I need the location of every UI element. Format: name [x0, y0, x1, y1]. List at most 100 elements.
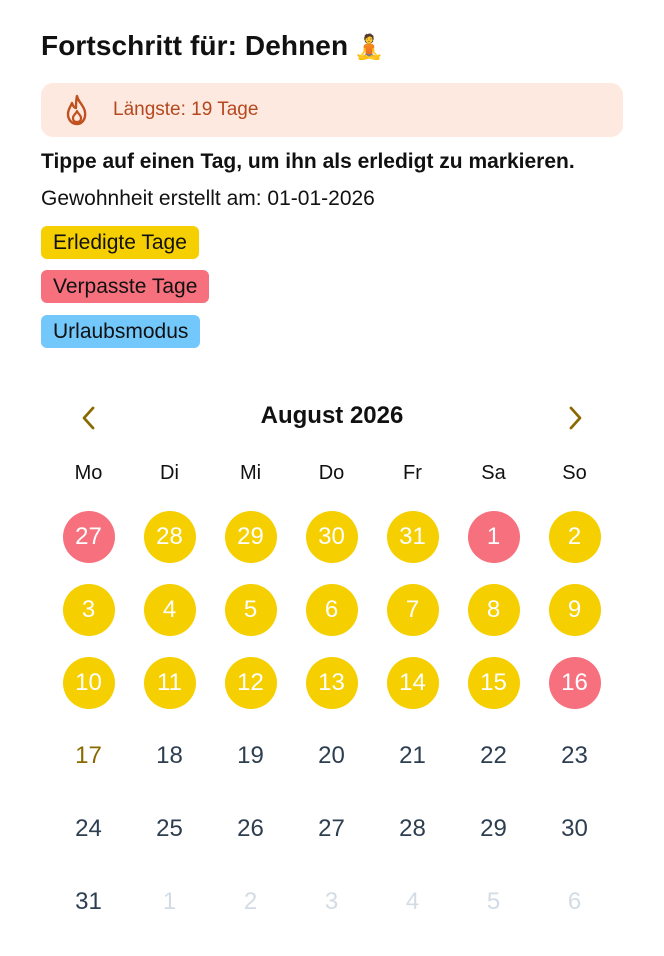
weekday-label: Mo	[74, 462, 103, 484]
calendar-day-number: 17	[75, 741, 102, 769]
calendar-day[interactable]: 6	[534, 865, 615, 938]
calendar-day-number: 3	[62, 583, 115, 636]
calendar-day-number: 7	[386, 583, 439, 636]
calendar-day-number: 27	[62, 510, 115, 563]
calendar-day[interactable]: 28	[372, 792, 453, 865]
calendar-day-number: 29	[224, 510, 277, 563]
calendar-day[interactable]: 28	[129, 500, 210, 573]
calendar-day[interactable]: 23	[534, 719, 615, 792]
calendar-day-number: 15	[467, 656, 520, 709]
calendar-day-number: 21	[399, 741, 426, 769]
calendar-day-number: 31	[386, 510, 439, 563]
calendar-day-grid: 27 28 29 30 31 1 2 3 4 5 6 7 8 9 10 11 12 13 14 15 16 17 18 19 2…	[48, 500, 615, 938]
calendar-day[interactable]: 21	[372, 719, 453, 792]
calendar-day[interactable]: 27	[48, 500, 129, 573]
calendar-day[interactable]: 3	[48, 573, 129, 646]
calendar-day[interactable]: 19	[210, 719, 291, 792]
previous-month-button[interactable]	[67, 396, 111, 440]
instruction-text: Tippe auf einen Tag, um ihn als erledigt…	[41, 150, 575, 173]
calendar-day[interactable]: 10	[48, 646, 129, 719]
calendar-day[interactable]: 25	[129, 792, 210, 865]
calendar-day-number: 6	[305, 583, 358, 636]
month-title: August 2026	[260, 402, 404, 429]
calendar-day-number: 23	[561, 741, 588, 769]
calendar-day[interactable]: 17	[48, 719, 129, 792]
calendar-day[interactable]: 31	[372, 500, 453, 573]
calendar-day-number: 18	[156, 741, 183, 769]
calendar-day[interactable]: 6	[291, 573, 372, 646]
calendar-day[interactable]: 29	[210, 500, 291, 573]
page-title-text: Fortschritt für: Dehnen	[41, 30, 349, 61]
calendar-day-number: 9	[548, 583, 601, 636]
calendar-day-number: 3	[324, 887, 339, 915]
calendar-day-number: 11	[143, 656, 196, 709]
calendar-day[interactable]: 20	[291, 719, 372, 792]
next-month-button[interactable]	[553, 396, 597, 440]
calendar-day-number: 20	[318, 741, 345, 769]
chevron-right-icon	[569, 406, 582, 430]
calendar-day[interactable]: 4	[372, 865, 453, 938]
calendar-day[interactable]: 15	[453, 646, 534, 719]
calendar-day[interactable]: 1	[453, 500, 534, 573]
calendar-day-number: 1	[162, 887, 177, 915]
calendar-day[interactable]: 30	[291, 500, 372, 573]
calendar-day-number: 10	[62, 656, 115, 709]
calendar-day[interactable]: 2	[210, 865, 291, 938]
calendar-day-number: 13	[305, 656, 358, 709]
calendar-day-number: 2	[243, 887, 258, 915]
calendar-day-number: 28	[143, 510, 196, 563]
calendar-day[interactable]: 16	[534, 646, 615, 719]
longest-streak-text: Längste: 19 Tage	[113, 99, 259, 120]
calendar-day[interactable]: 3	[291, 865, 372, 938]
calendar-day[interactable]: 4	[129, 573, 210, 646]
calendar-day-number: 19	[237, 741, 264, 769]
calendar-day[interactable]: 27	[291, 792, 372, 865]
calendar-day[interactable]: 30	[534, 792, 615, 865]
legend-done-days: Erledigte Tage	[41, 226, 199, 259]
calendar-day[interactable]: 13	[291, 646, 372, 719]
calendar-day-number: 5	[486, 887, 501, 915]
calendar-day[interactable]: 14	[372, 646, 453, 719]
calendar-day[interactable]: 26	[210, 792, 291, 865]
calendar-day[interactable]: 11	[129, 646, 210, 719]
calendar-day[interactable]: 24	[48, 792, 129, 865]
calendar-day-number: 4	[405, 887, 420, 915]
weekday-label: Fr	[403, 462, 422, 484]
calendar-day[interactable]: 22	[453, 719, 534, 792]
chevron-left-icon	[82, 406, 95, 430]
calendar-day[interactable]: 31	[48, 865, 129, 938]
calendar-day[interactable]: 5	[453, 865, 534, 938]
calendar-day[interactable]: 1	[129, 865, 210, 938]
calendar-day[interactable]: 5	[210, 573, 291, 646]
calendar-day-number: 16	[548, 656, 601, 709]
weekday-label: Mi	[239, 462, 262, 484]
calendar-day[interactable]: 2	[534, 500, 615, 573]
calendar-day-number: 26	[237, 814, 264, 842]
calendar-day-number: 30	[561, 814, 588, 842]
calendar-day-number: 28	[399, 814, 426, 842]
longest-streak-banner: Längste: 19 Tage	[41, 83, 623, 137]
calendar-day-number: 24	[75, 814, 102, 842]
calendar-day[interactable]: 9	[534, 573, 615, 646]
created-date-text: Gewohnheit erstellt am: 01-01-2026	[41, 187, 375, 210]
legend-vacation-mode: Urlaubsmodus	[41, 315, 201, 348]
weekday-label: Do	[318, 462, 345, 484]
calendar-day-number: 5	[224, 583, 277, 636]
calendar-header: August 2026	[41, 396, 623, 440]
calendar-day[interactable]: 8	[453, 573, 534, 646]
calendar-day-number: 25	[156, 814, 183, 842]
legend-missed-days: Verpasste Tage	[41, 270, 210, 303]
calendar-day-number: 22	[480, 741, 507, 769]
calendar-day[interactable]: 18	[129, 719, 210, 792]
calendar-day-number: 12	[224, 656, 277, 709]
calendar-day-number: 4	[143, 583, 196, 636]
calendar-day-number: 29	[480, 814, 507, 842]
calendar-day-number: 2	[548, 510, 601, 563]
calendar-day[interactable]: 7	[372, 573, 453, 646]
weekday-label: Sa	[481, 462, 506, 484]
calendar-day[interactable]: 29	[453, 792, 534, 865]
page-title: Fortschritt für: Dehnen 🧘	[41, 30, 384, 62]
calendar-day[interactable]: 12	[210, 646, 291, 719]
calendar-day-number: 30	[305, 510, 358, 563]
weekday-row: Mo Di Mi Do Fr Sa So	[48, 462, 615, 485]
